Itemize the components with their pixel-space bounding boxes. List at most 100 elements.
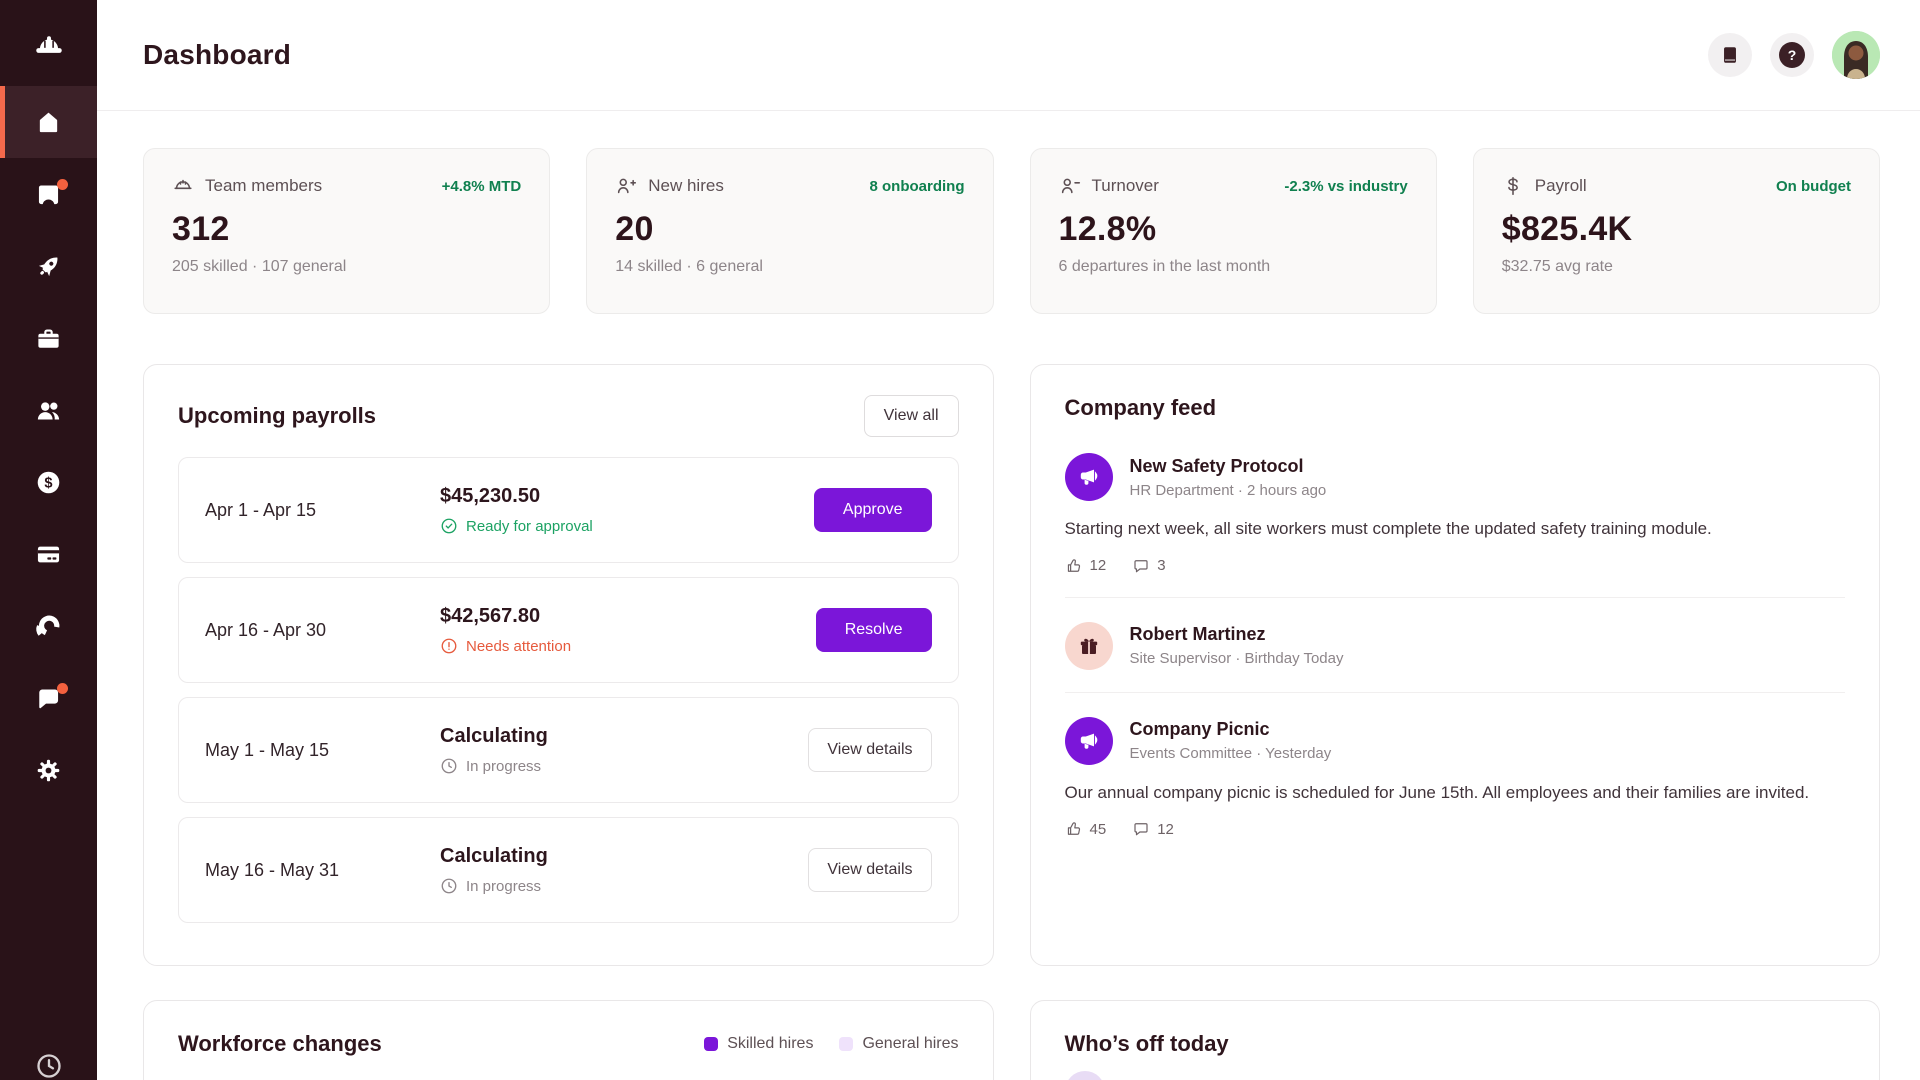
dollar-coin-icon: $ bbox=[35, 469, 62, 496]
inbox-notification-dot bbox=[57, 179, 68, 190]
feed-item-meta: HR Department · 2 hours ago bbox=[1129, 481, 1327, 499]
stat-label: Payroll bbox=[1534, 176, 1587, 195]
stat-card-team-members: Team members +4.8% MTD 312 205 skilled ·… bbox=[143, 148, 551, 314]
briefcase-icon bbox=[35, 325, 62, 352]
gear-icon bbox=[35, 757, 62, 784]
user-plus-icon bbox=[615, 175, 637, 197]
sidebar-item-home[interactable] bbox=[0, 86, 97, 158]
stat-badge: On budget bbox=[1776, 177, 1851, 195]
sidebar-item-settings[interactable] bbox=[0, 734, 97, 806]
sidebar-item-billing[interactable] bbox=[0, 518, 97, 590]
stats-row: Team members +4.8% MTD 312 205 skilled ·… bbox=[143, 148, 1880, 314]
workforce-title: Workforce changes bbox=[178, 1031, 382, 1056]
hard-hat-icon bbox=[172, 175, 194, 197]
messages-notification-dot bbox=[57, 683, 68, 694]
like-count: 12 bbox=[1089, 557, 1107, 575]
sidebar-item-messages[interactable] bbox=[0, 662, 97, 734]
stat-label: New hires bbox=[648, 176, 724, 195]
payroll-status: Ready for approval bbox=[440, 517, 814, 535]
payroll-row: May 16 - May 31 Calculating In bbox=[178, 817, 959, 923]
legend-item-general: General hires bbox=[839, 1035, 959, 1053]
thumbs-up-icon bbox=[1065, 820, 1083, 838]
payroll-row: Apr 16 - Apr 30 $42,567.80 Need bbox=[178, 577, 959, 683]
user-avatar[interactable] bbox=[1832, 31, 1880, 79]
svg-text:$: $ bbox=[44, 475, 52, 491]
stat-sub: 14 skilled · 6 general bbox=[615, 258, 763, 275]
team-icon bbox=[34, 396, 63, 425]
book-icon bbox=[1719, 44, 1741, 66]
user-minus-icon bbox=[1059, 175, 1081, 197]
sidebar-item-inbox[interactable] bbox=[0, 158, 97, 230]
sidebar-item-history[interactable] bbox=[0, 1038, 97, 1080]
stat-badge: -2.3% vs industry bbox=[1284, 177, 1408, 195]
feed-item-body: Our annual company picnic is scheduled f… bbox=[1064, 782, 1810, 802]
stat-sub: 205 skilled · 107 general bbox=[172, 258, 347, 275]
chart-legend: Skilled hires General hires bbox=[704, 1035, 959, 1053]
payroll-row: May 1 - May 15 Calculating In p bbox=[178, 697, 959, 803]
feed-item-title: New Safety Protocol bbox=[1129, 455, 1304, 476]
docs-button[interactable] bbox=[1708, 33, 1752, 77]
feed-title: Company feed bbox=[1064, 395, 1217, 420]
stat-label: Turnover bbox=[1091, 176, 1159, 195]
like-button[interactable]: 45 bbox=[1065, 820, 1106, 838]
sidebar-item-rocket[interactable] bbox=[0, 230, 97, 302]
payroll-rows: Apr 1 - Apr 15 $45,230.50 Ready bbox=[178, 457, 959, 923]
feed-avatar bbox=[1064, 621, 1113, 670]
payroll-amount: Calculating bbox=[440, 725, 548, 747]
stat-sub: $32.75 avg rate bbox=[1501, 258, 1613, 275]
sidebar-item-briefcase[interactable] bbox=[0, 302, 97, 374]
top-bar: Dashboard ? bbox=[97, 0, 1920, 111]
like-button[interactable]: 12 bbox=[1065, 557, 1107, 575]
employee-avatar bbox=[1064, 1071, 1105, 1080]
stat-value: 312 bbox=[172, 210, 230, 248]
payroll-period: Apr 1 - Apr 15 bbox=[205, 499, 317, 520]
dollar-icon bbox=[1502, 175, 1524, 197]
home-icon bbox=[35, 109, 62, 136]
svg-text:?: ? bbox=[1788, 47, 1797, 63]
comment-icon bbox=[1132, 820, 1150, 838]
payroll-status-text: Ready for approval bbox=[466, 517, 593, 535]
comment-button[interactable]: 3 bbox=[1132, 557, 1166, 575]
payroll-period: Apr 16 - Apr 30 bbox=[205, 619, 327, 640]
clock-small-icon bbox=[440, 877, 458, 895]
help-button[interactable]: ? bbox=[1770, 33, 1814, 77]
comment-count: 3 bbox=[1157, 557, 1166, 575]
view-details-button[interactable]: View details bbox=[808, 848, 932, 892]
megaphone-icon bbox=[1077, 729, 1101, 753]
main-area: Dashboard ? bbox=[97, 0, 1920, 1080]
donut-chart-icon bbox=[35, 613, 62, 640]
comment-button[interactable]: 12 bbox=[1132, 820, 1174, 838]
whos-off-title: Who’s off today bbox=[1064, 1031, 1229, 1056]
chat-icon bbox=[35, 685, 62, 712]
view-details-button[interactable]: View details bbox=[808, 728, 932, 772]
feed-avatar bbox=[1064, 716, 1113, 765]
upcoming-payrolls-card: Upcoming payrolls View all Apr 1 - Apr 1… bbox=[143, 364, 994, 966]
approve-button[interactable]: Approve bbox=[813, 488, 932, 532]
payroll-status-text: Needs attention bbox=[466, 637, 572, 655]
alert-circle-icon bbox=[440, 637, 458, 655]
company-feed-card: Company feed bbox=[1029, 364, 1880, 966]
payroll-period: May 1 - May 15 bbox=[205, 739, 330, 760]
payroll-row: Apr 1 - Apr 15 $45,230.50 Ready bbox=[178, 457, 959, 563]
feed-list: New Safety Protocol HR Department · 2 ho… bbox=[1064, 447, 1846, 860]
comment-icon bbox=[1132, 557, 1150, 575]
stat-card-turnover: Turnover -2.3% vs industry 12.8% 6 depar… bbox=[1029, 148, 1437, 314]
skilled-swatch bbox=[704, 1037, 719, 1051]
panels-bottom-row: Workforce changes Skilled hires General … bbox=[143, 1000, 1880, 1080]
feed-item-body: Starting next week, all site workers mus… bbox=[1064, 519, 1712, 538]
stat-value: 12.8% bbox=[1058, 210, 1157, 248]
gift-icon bbox=[1077, 634, 1101, 658]
stat-badge: +4.8% MTD bbox=[441, 177, 522, 195]
sidebar-item-payroll[interactable]: $ bbox=[0, 446, 97, 518]
sidebar-item-team[interactable] bbox=[0, 374, 97, 446]
page-title: Dashboard bbox=[143, 39, 292, 70]
feed-item: New Safety Protocol HR Department · 2 ho… bbox=[1064, 447, 1846, 597]
app-logo[interactable] bbox=[0, 0, 97, 86]
resolve-button[interactable]: Resolve bbox=[815, 608, 932, 652]
stat-card-new-hires: New hires 8 onboarding 20 14 skilled · 6… bbox=[586, 148, 994, 314]
sidebar-item-reports[interactable] bbox=[0, 590, 97, 662]
payroll-period: May 16 - May 31 bbox=[205, 859, 340, 880]
feed-item-title: Robert Martinez bbox=[1129, 624, 1266, 645]
view-all-button[interactable]: View all bbox=[863, 395, 959, 437]
